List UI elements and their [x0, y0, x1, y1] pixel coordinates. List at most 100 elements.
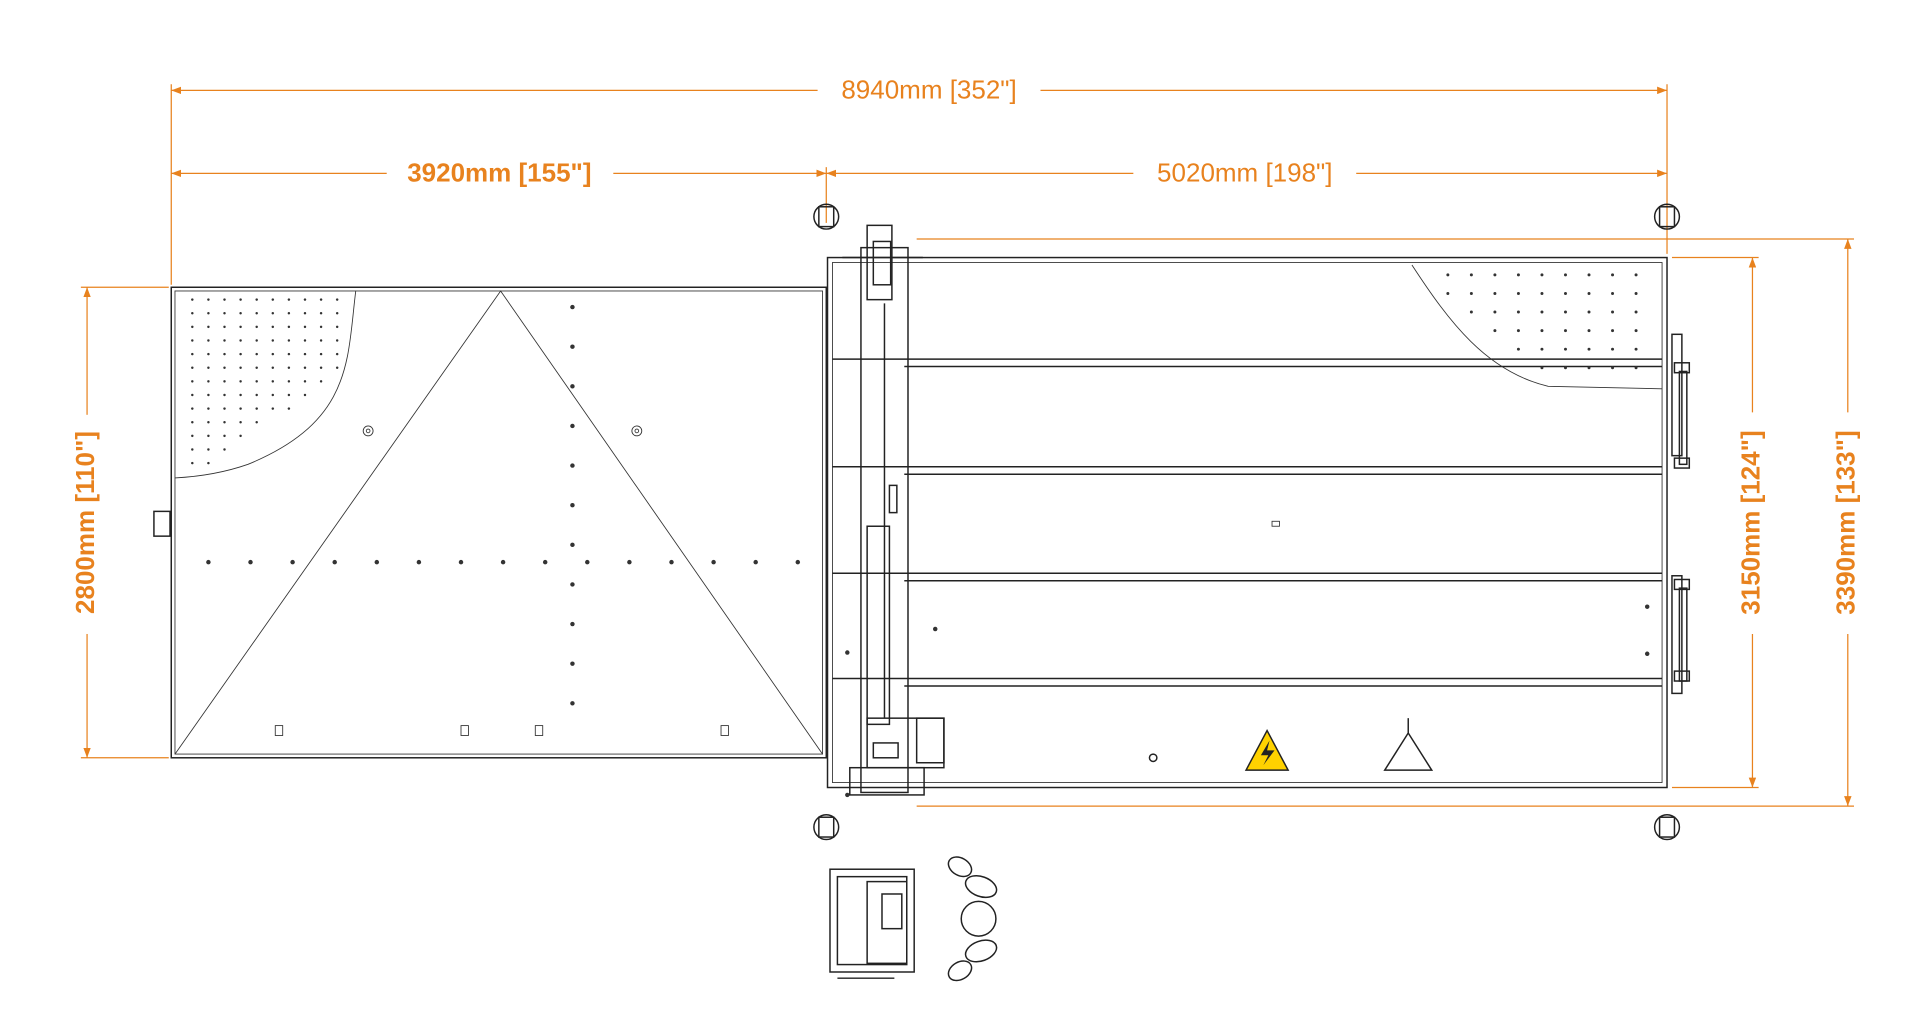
- operator: [947, 856, 998, 982]
- hole: [255, 352, 258, 356]
- extension-lines: [80, 84, 1854, 807]
- operator-console: [829, 868, 915, 979]
- hole: [1516, 273, 1520, 277]
- hole: [191, 461, 194, 465]
- hole: [191, 312, 194, 315]
- hole: [207, 325, 210, 329]
- hole: [1611, 347, 1615, 351]
- hole: [458, 559, 464, 565]
- hole: [933, 626, 938, 632]
- hole: [207, 380, 210, 383]
- hole: [1446, 273, 1450, 277]
- hole: [287, 407, 291, 410]
- hole: [1563, 347, 1567, 351]
- hole: [1587, 273, 1591, 277]
- hole: [255, 380, 258, 383]
- hole: [271, 352, 275, 356]
- hole: [271, 380, 275, 383]
- hole: [711, 559, 716, 565]
- hole: [248, 559, 253, 565]
- hole: [570, 502, 575, 508]
- hole: [255, 298, 258, 301]
- hole: [319, 325, 323, 329]
- hole: [223, 407, 226, 410]
- hole: [332, 559, 337, 565]
- hole: [271, 366, 275, 369]
- hole: [319, 366, 323, 369]
- hole: [1493, 291, 1497, 295]
- hole: [319, 352, 323, 356]
- hole: [287, 366, 291, 369]
- hole: [1516, 329, 1520, 333]
- hole: [239, 312, 242, 315]
- cutter-table-width: 3150mm [124"]: [1735, 430, 1765, 614]
- hole: [570, 701, 575, 706]
- hole: [191, 298, 194, 301]
- hole: [335, 366, 339, 369]
- hole: [255, 420, 258, 424]
- hole: [1563, 329, 1567, 333]
- hole: [1634, 310, 1638, 314]
- hole: [319, 298, 323, 301]
- hole: [570, 384, 575, 389]
- hole: [845, 650, 850, 655]
- hole: [1587, 291, 1591, 295]
- hole: [1634, 291, 1638, 295]
- hole: [1611, 329, 1615, 333]
- hole: [303, 312, 307, 315]
- hole: [207, 420, 210, 424]
- hole: [1563, 291, 1567, 295]
- cutter-table: [826, 256, 1691, 798]
- hole: [1540, 291, 1544, 295]
- hole: [223, 434, 226, 438]
- hole: [191, 339, 194, 342]
- loading-table-length: 3920mm [155"]: [407, 157, 591, 187]
- hole: [239, 298, 242, 301]
- loading-table-width: 2800mm [110"]: [70, 431, 100, 614]
- hole: [223, 339, 226, 342]
- hole: [303, 366, 307, 369]
- hole: [207, 434, 210, 438]
- hole: [303, 339, 307, 342]
- hole: [1644, 651, 1650, 657]
- hole: [1611, 273, 1615, 277]
- hole: [255, 393, 258, 397]
- hole: [223, 448, 226, 451]
- hole: [287, 312, 291, 315]
- hole: [239, 339, 242, 342]
- hole: [191, 407, 194, 410]
- hole: [255, 339, 258, 342]
- hole: [669, 559, 674, 565]
- casters: [813, 203, 1681, 841]
- hole: [1634, 329, 1638, 333]
- hole: [1587, 366, 1591, 370]
- hole: [239, 393, 242, 397]
- hole: [303, 325, 307, 329]
- hole: [1540, 310, 1544, 314]
- hole: [1540, 329, 1544, 333]
- hole: [239, 420, 242, 424]
- hole: [1469, 273, 1473, 277]
- hole: [255, 407, 258, 410]
- hole: [207, 461, 210, 465]
- hole: [335, 298, 339, 301]
- hole: [319, 380, 323, 383]
- hole: [627, 559, 632, 565]
- hole: [191, 448, 194, 451]
- hole: [570, 582, 575, 587]
- hole: [239, 366, 242, 369]
- hole: [1634, 273, 1638, 277]
- hole: [239, 325, 242, 329]
- hole: [287, 380, 291, 383]
- hole: [303, 352, 307, 356]
- hole: [223, 325, 226, 329]
- hole: [1469, 291, 1473, 295]
- hole: [1634, 366, 1638, 370]
- hole: [416, 559, 422, 565]
- hole: [239, 407, 242, 410]
- overall-width: 3390mm [133"]: [1831, 430, 1861, 614]
- hole: [255, 325, 258, 329]
- hole: [319, 339, 323, 342]
- hole: [1587, 329, 1591, 333]
